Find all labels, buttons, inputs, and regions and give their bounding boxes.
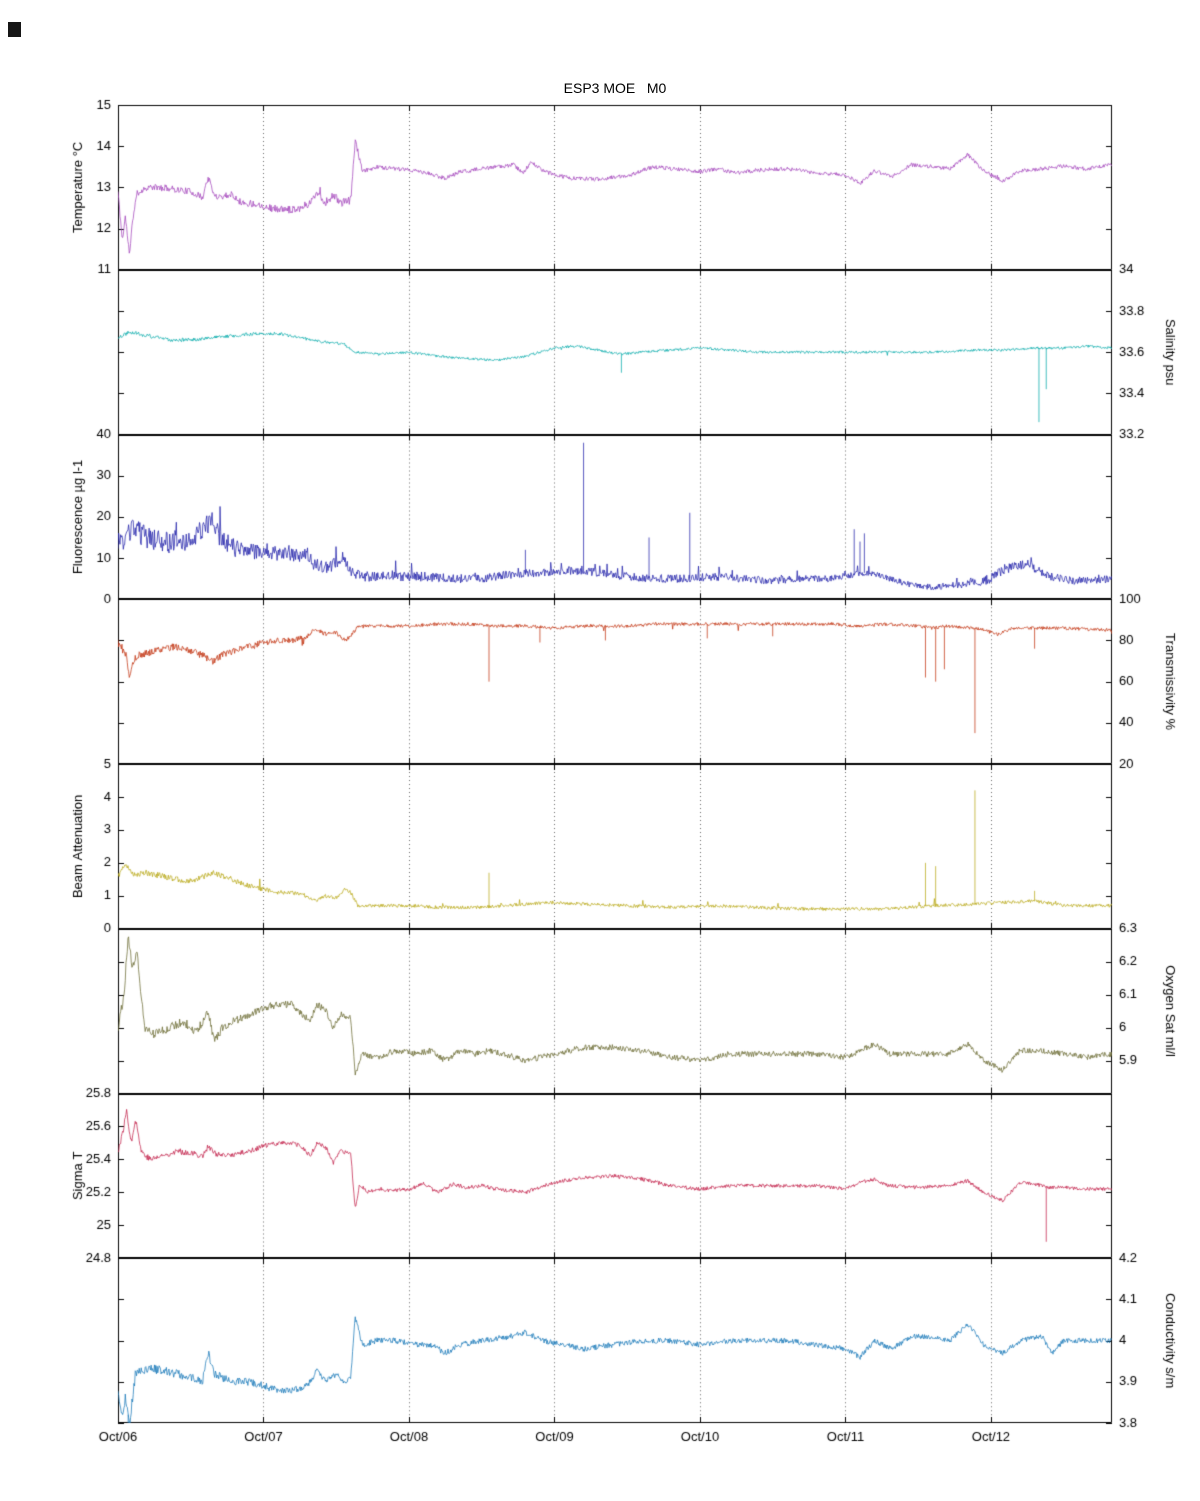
- chart-canvas: [0, 0, 1200, 1501]
- figure: ESP3 MOE M0: [0, 0, 1200, 1501]
